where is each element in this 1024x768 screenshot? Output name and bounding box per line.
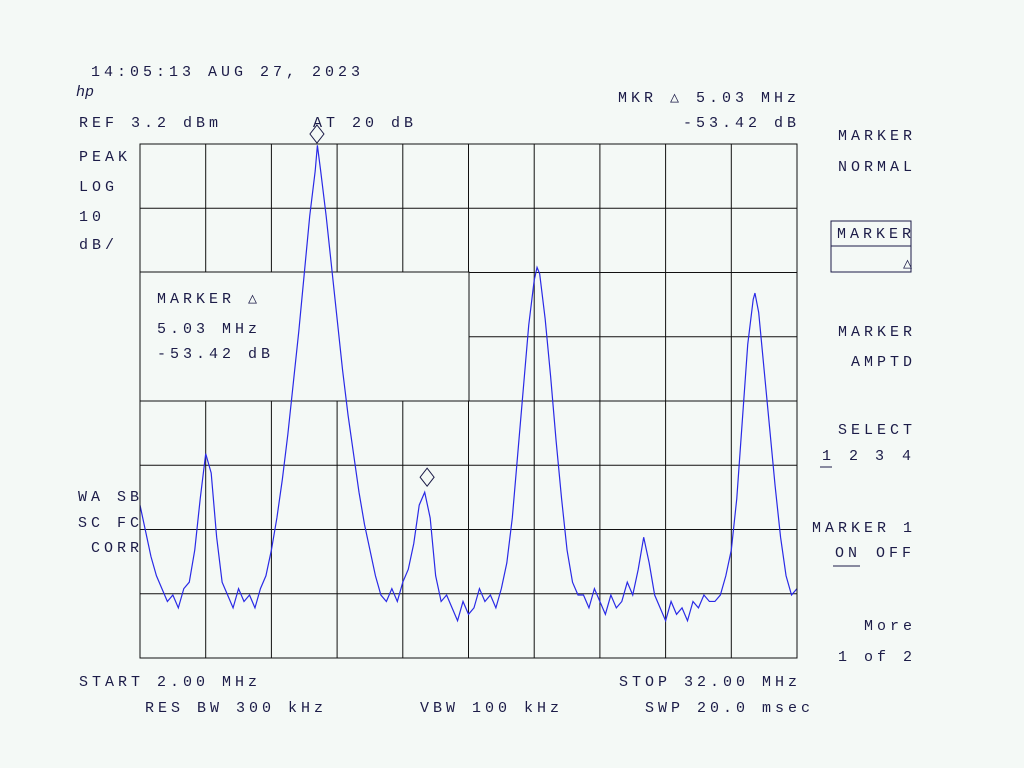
scale-label: dB/ xyxy=(79,237,118,254)
softkey[interactable]: More 1 of 2 xyxy=(838,618,916,666)
select-option[interactable]: 4 xyxy=(902,448,915,465)
softkey-active[interactable]: MARKER △ xyxy=(830,220,915,273)
attenuation: AT 20 dB xyxy=(313,115,417,132)
sweep-time: SWP 20.0 msec xyxy=(645,700,814,717)
softkey-label[interactable]: More xyxy=(864,618,916,635)
softkey[interactable]: SELECT 1 2 3 4 xyxy=(820,422,916,468)
scale-label: LOG xyxy=(79,179,118,196)
softkey-label[interactable]: SELECT xyxy=(838,422,916,439)
softkey-label[interactable]: △ xyxy=(903,256,912,273)
ref-level: REF 3.2 dBm xyxy=(79,115,222,132)
softkey-label[interactable]: AMPTD xyxy=(851,354,916,371)
marker-readout: MKR △ 5.03 MHz xyxy=(618,90,800,107)
select-option[interactable]: 2 xyxy=(849,448,862,465)
marker-box-text: -53.42 dB xyxy=(157,346,274,363)
status-label: WA SB xyxy=(78,489,143,506)
softkey[interactable]: MARKER AMPTD xyxy=(838,324,916,371)
scale-label: PEAK xyxy=(79,149,131,166)
marker-box-text: 5.03 MHz xyxy=(157,321,261,338)
start-freq: START 2.00 MHz xyxy=(79,674,261,691)
stop-freq: STOP 32.00 MHz xyxy=(619,674,801,691)
scale-label: 10 xyxy=(79,209,105,226)
softkey-label[interactable]: 1 of 2 xyxy=(838,649,916,666)
marker-box: MARKER △ 5.03 MHz -53.42 dB xyxy=(139,271,470,402)
softkey[interactable]: MARKER 1 ON OFF xyxy=(812,520,916,567)
res-bw: RES BW 300 kHz xyxy=(145,700,327,717)
softkey-label[interactable]: MARKER xyxy=(838,324,916,341)
marker-readout-value: -53.42 dB xyxy=(683,115,800,132)
plot-area: MARKER △ 5.03 MHz -53.42 dB xyxy=(139,124,798,659)
softkey-option[interactable]: ON xyxy=(835,545,861,562)
logo: hp xyxy=(76,84,94,101)
select-option[interactable]: 3 xyxy=(875,448,888,465)
graticule-frame xyxy=(139,143,798,659)
softkey-label[interactable]: MARKER 1 xyxy=(812,520,916,537)
softkey-panel: MARKER NORMAL MARKER △ MARKER AMPTD SELE… xyxy=(812,128,916,666)
softkey-option[interactable]: OFF xyxy=(876,545,915,562)
select-option[interactable]: 1 xyxy=(822,448,835,465)
softkey[interactable]: MARKER NORMAL xyxy=(838,128,916,176)
softkey-label[interactable]: NORMAL xyxy=(838,159,916,176)
marker-diamond xyxy=(309,124,325,144)
timestamp: 14:05:13 AUG 27, 2023 xyxy=(91,64,364,81)
trace xyxy=(139,145,798,623)
marker-diamond xyxy=(419,467,435,488)
softkey-label[interactable]: MARKER xyxy=(837,226,915,243)
vbw: VBW 100 kHz xyxy=(420,700,563,717)
marker-box-text: MARKER △ xyxy=(157,291,261,308)
status-label: SC FC xyxy=(78,515,143,532)
softkey-label[interactable]: MARKER xyxy=(838,128,916,145)
status-label: CORR xyxy=(91,540,143,557)
